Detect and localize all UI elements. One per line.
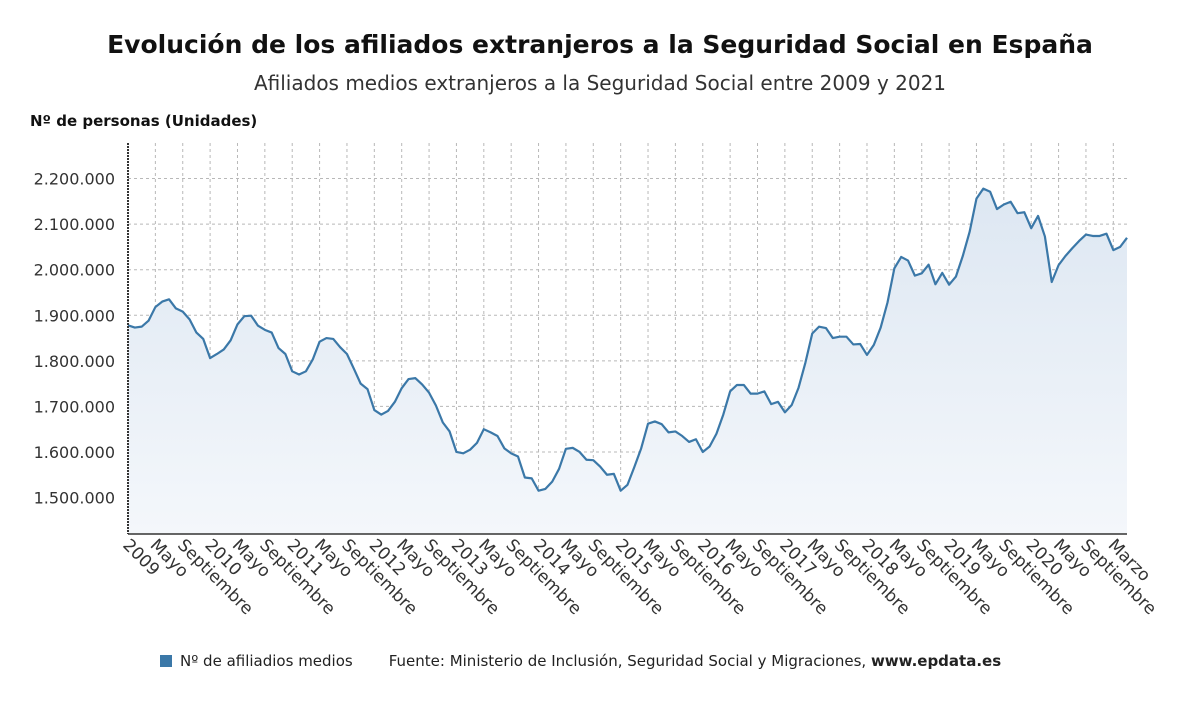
y-axis-ticks: 1.500.000 1.600.000 1.700.000 1.800.000 1.90… bbox=[34, 170, 115, 508]
series-area bbox=[128, 188, 1127, 534]
y-axis-unit-label: Nº de personas (Unidades) bbox=[30, 112, 258, 130]
legend: Nº de afiliadios medios Fuente: Minister… bbox=[160, 652, 1001, 670]
y-tick-label: 1.900.000 bbox=[34, 306, 115, 325]
legend-swatch bbox=[160, 655, 172, 667]
y-tick-label: 2.200.000 bbox=[34, 170, 115, 189]
chart-title: Evolución de los afiliados extranjeros a… bbox=[107, 30, 1093, 59]
legend-label: Nº de afiliadios medios bbox=[180, 652, 353, 670]
y-tick-label: 2.100.000 bbox=[34, 215, 115, 234]
source-link[interactable]: www.epdata.es bbox=[870, 652, 1002, 670]
y-tick-label: 1.500.000 bbox=[34, 489, 115, 508]
chart-subtitle: Afiliados medios extranjeros a la Seguri… bbox=[253, 71, 947, 95]
y-tick-label: 2.000.000 bbox=[34, 261, 115, 280]
y-tick-label: 1.800.000 bbox=[34, 352, 115, 371]
series-line bbox=[127, 187, 1128, 492]
source-text: Fuente: Ministerio de Inclusión, Segurid… bbox=[388, 652, 867, 670]
y-tick-label: 1.700.000 bbox=[34, 397, 115, 416]
x-axis-ticks: 2009MayoSeptiembre2010MayoSeptiembre2011… bbox=[118, 535, 1160, 619]
y-tick-label: 1.600.000 bbox=[34, 443, 115, 462]
